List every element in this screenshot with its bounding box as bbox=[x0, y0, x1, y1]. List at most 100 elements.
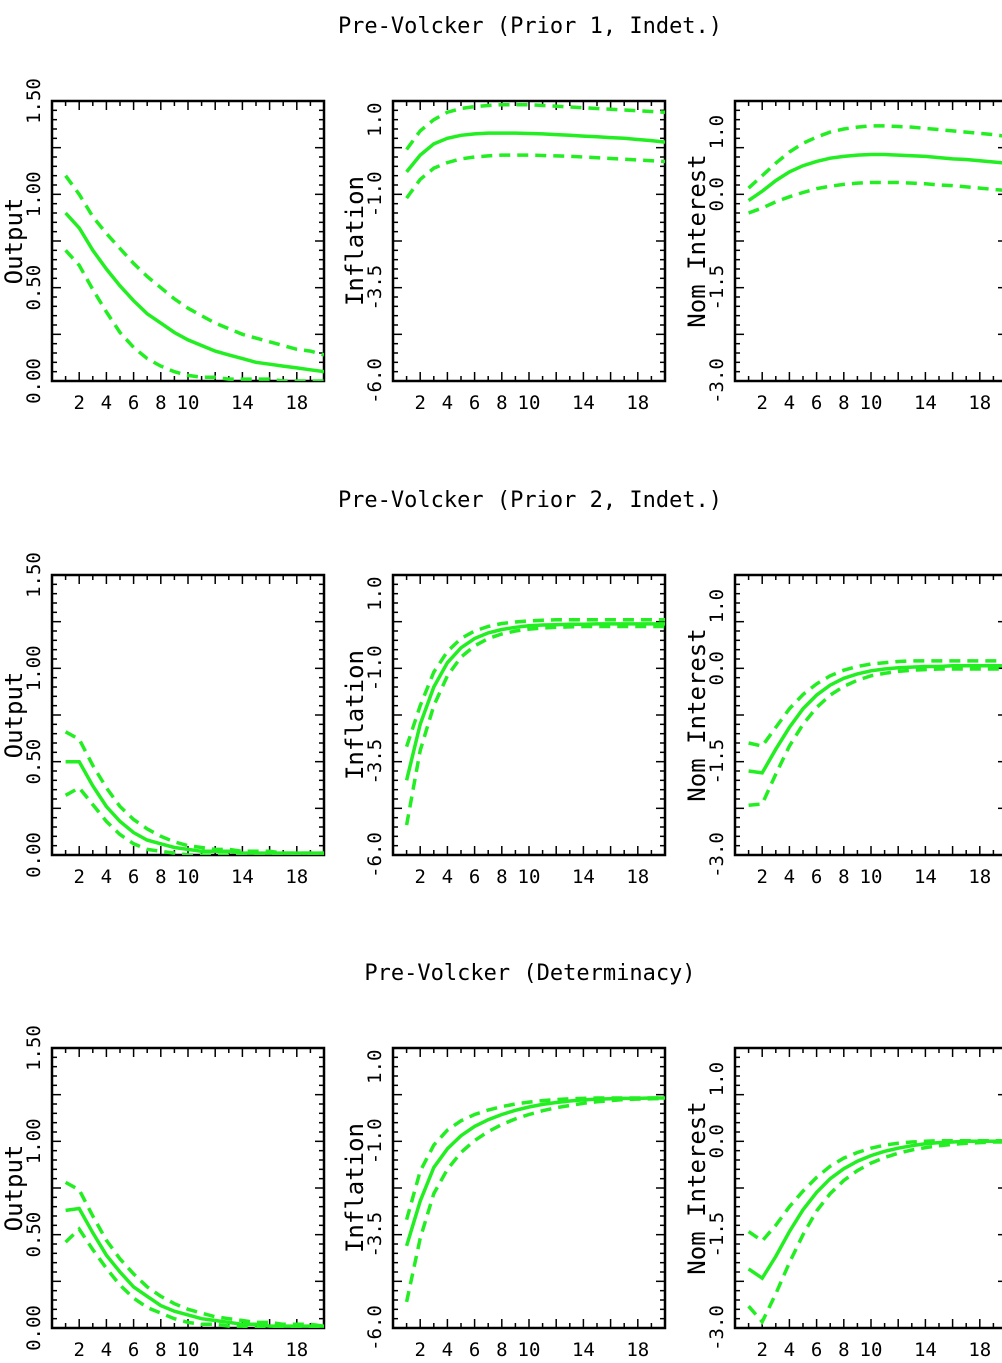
chart-row-3: Pre-Volcker (Determinacy)2 4 6 8 10 14 180.000… bbox=[0, 961, 1002, 1361]
x-tick-label: 18 bbox=[626, 1339, 649, 1361]
x-tick-label: 2 bbox=[73, 1339, 84, 1361]
x-tick-label: 18 bbox=[626, 866, 649, 888]
x-tick-label: 6 bbox=[128, 866, 139, 888]
x-tick-label: 2 bbox=[756, 1339, 767, 1361]
y-axis-label: Inflation bbox=[341, 650, 369, 780]
credible-band-line bbox=[748, 659, 1002, 749]
x-tick-label: 2 bbox=[73, 866, 84, 888]
x-tick-label: 4 bbox=[101, 1339, 112, 1361]
y-tick-label: -6.0 bbox=[364, 1305, 386, 1351]
y-tick-label: -1.5 bbox=[706, 739, 728, 785]
credible-band-line bbox=[404, 1096, 665, 1221]
credible-band-line bbox=[64, 785, 324, 855]
panel-inflation: 2 4 6 8 10 14 18 -6.0 -3.5 -1.0 1.0 Inflation bbox=[341, 1046, 667, 1361]
credible-band-line bbox=[747, 180, 1002, 215]
series-group bbox=[404, 618, 665, 826]
x-tick-label: 10 bbox=[177, 1339, 200, 1361]
y-axis-label: Inflation bbox=[341, 1123, 369, 1253]
credible-band-line bbox=[64, 1226, 324, 1328]
series-group bbox=[405, 102, 665, 200]
x-tick-label: 6 bbox=[811, 1339, 822, 1361]
x-tick-label: 10 bbox=[518, 866, 541, 888]
y-tick-label: 1.0 bbox=[706, 589, 728, 623]
y-tick-label: 0.50 bbox=[23, 265, 45, 311]
y-tick-label: 1.0 bbox=[706, 115, 728, 149]
x-tick-label: 10 bbox=[177, 866, 200, 888]
y-tick-label: 1.0 bbox=[364, 1050, 386, 1084]
chart-row-2: Pre-Volcker (Prior 2, Indet.)2 4 6 8 10 14 180… bbox=[0, 488, 1002, 888]
y-axis-label: Nom Interest bbox=[683, 1101, 711, 1274]
y-tick-label: -6.0 bbox=[364, 832, 386, 878]
y-tick-label: 0.0 bbox=[706, 177, 728, 211]
panel-inflation: 2 4 6 8 10 14 18 -6.0 -3.5 -1.0 1.0 Inflation bbox=[341, 573, 667, 888]
row-title: Pre-Volcker (Determinacy) bbox=[364, 961, 695, 986]
x-tick-label: 14 bbox=[572, 1339, 595, 1361]
x-tick-label: 2 bbox=[756, 866, 767, 888]
x-tick-label: 6 bbox=[469, 392, 480, 414]
y-axis-label: Output bbox=[0, 1145, 28, 1232]
plot-frame bbox=[733, 573, 1002, 857]
y-tick-label: -3.0 bbox=[706, 832, 728, 878]
x-tick-label: 4 bbox=[784, 1339, 795, 1361]
series-group bbox=[748, 659, 1002, 807]
x-tick-label: 6 bbox=[469, 1339, 480, 1361]
x-tick-label: 4 bbox=[442, 1339, 453, 1361]
median-response-line bbox=[65, 1206, 324, 1328]
y-tick-label: -3.5 bbox=[364, 265, 386, 311]
credible-band-line bbox=[747, 124, 1002, 190]
x-tick-label: 8 bbox=[838, 392, 849, 414]
series-group bbox=[747, 124, 1002, 215]
series-group bbox=[64, 1180, 324, 1328]
y-tick-label: 0.00 bbox=[23, 832, 45, 878]
x-tick-label: 4 bbox=[784, 866, 795, 888]
series-group bbox=[747, 1138, 1002, 1325]
x-tick-label: 18 bbox=[285, 866, 308, 888]
x-tick-label: 14 bbox=[914, 1339, 937, 1361]
plot-frame bbox=[50, 1046, 326, 1330]
x-tick-label: 8 bbox=[155, 866, 166, 888]
x-tick-label: 18 bbox=[968, 392, 991, 414]
x-tick-label: 2 bbox=[756, 392, 767, 414]
y-tick-label: 1.50 bbox=[23, 552, 45, 598]
y-tick-label: -1.0 bbox=[364, 1118, 386, 1164]
series-group bbox=[404, 1096, 665, 1303]
x-tick-label: 8 bbox=[496, 392, 507, 414]
median-response-line bbox=[748, 664, 1002, 775]
x-tick-label: 10 bbox=[860, 866, 883, 888]
y-tick-label: -1.5 bbox=[706, 1212, 728, 1258]
x-tick-label: 2 bbox=[414, 1339, 425, 1361]
y-tick-label: 1.00 bbox=[23, 171, 45, 217]
credible-band-line bbox=[64, 249, 324, 381]
plot-frame bbox=[50, 573, 326, 857]
y-axis-label: Output bbox=[0, 198, 28, 285]
panel-output: 2 4 6 8 10 14 18 0.00 0.50 1.00 1.50 Output bbox=[0, 78, 326, 414]
row-title: Pre-Volcker (Prior 1, Indet.) bbox=[338, 14, 722, 39]
x-tick-label: 8 bbox=[496, 1339, 507, 1361]
y-tick-label: 1.50 bbox=[23, 1025, 45, 1071]
x-tick-label: 8 bbox=[155, 1339, 166, 1361]
x-tick-label: 4 bbox=[101, 392, 112, 414]
x-tick-label: 4 bbox=[442, 392, 453, 414]
x-tick-label: 4 bbox=[442, 866, 453, 888]
y-tick-label: 1.0 bbox=[364, 577, 386, 611]
x-tick-label: 6 bbox=[469, 866, 480, 888]
x-tick-label: 2 bbox=[414, 866, 425, 888]
x-tick-label: 14 bbox=[914, 866, 937, 888]
median-response-line bbox=[404, 622, 665, 781]
x-tick-label: 14 bbox=[231, 392, 254, 414]
plot-frame bbox=[391, 1046, 667, 1330]
plot-frame bbox=[391, 573, 667, 857]
y-tick-label: -6.0 bbox=[364, 358, 386, 404]
panel-nom-interest: 2 4 6 8 10 14 18 -3.0 -1.5 0.0 1.0 Nom Interest bbox=[683, 1046, 1002, 1361]
x-tick-label: 18 bbox=[285, 392, 308, 414]
x-tick-label: 8 bbox=[838, 1339, 849, 1361]
row-title: Pre-Volcker (Prior 2, Indet.) bbox=[338, 488, 722, 513]
x-tick-label: 18 bbox=[626, 392, 649, 414]
credible-band-line bbox=[64, 1180, 324, 1328]
credible-band-line bbox=[64, 730, 324, 855]
y-tick-label: 0.50 bbox=[23, 1212, 45, 1258]
y-tick-label: 1.0 bbox=[706, 1062, 728, 1096]
plot-frame bbox=[733, 99, 1002, 383]
y-tick-label: 1.00 bbox=[23, 645, 45, 691]
